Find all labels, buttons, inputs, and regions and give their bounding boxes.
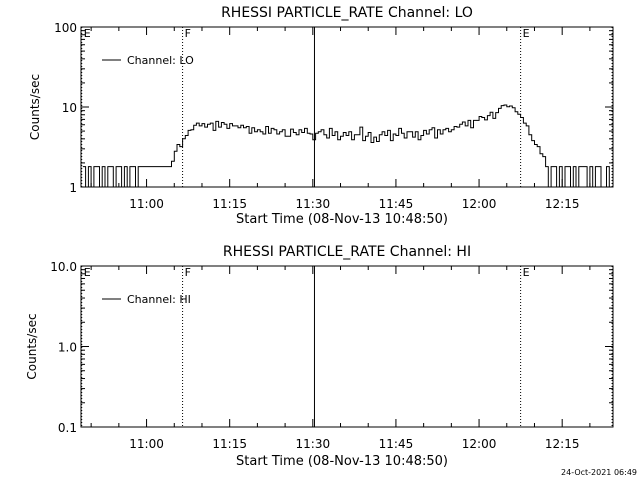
y-tick-label: 10 [62,101,77,115]
marker-label: E [84,27,91,40]
x-tick-label: 11:30 [296,197,331,211]
x-axis-label: Start Time (08-Nov-13 10:48:50) [236,454,448,469]
x-tick-label: 12:15 [545,437,580,451]
marker-label: F [185,266,191,279]
x-tick-label: 11:45 [379,197,414,211]
x-tick-label: 11:15 [212,197,247,211]
y-tick-label: 10.0 [50,260,77,274]
x-axis-label: Start Time (08-Nov-13 10:48:50) [236,212,448,227]
chart-title: RHESSI PARTICLE_RATE Channel: LO [221,5,473,21]
marker-label: E [84,266,91,279]
x-tick-label: 11:45 [379,437,414,451]
plot-frame [80,265,614,428]
x-tick-label: 11:30 [296,437,331,451]
chart-panel-lo: RHESSI PARTICLE_RATE Channel: LO Start Ti… [28,5,614,227]
marker-label: E [523,266,530,279]
x-tick-label: 11:00 [129,197,164,211]
y-axis-label: Counts/sec [28,74,42,140]
x-tick-label: 12:00 [462,437,497,451]
legend-label: Channel: LO [127,54,194,67]
plot-frame [80,26,614,188]
chart-panel-hi: RHESSI PARTICLE_RATE Channel: HI Start Ti… [25,244,614,469]
x-tick-label: 12:15 [545,197,580,211]
y-tick-label: 1.0 [58,341,77,355]
x-tick-label: 11:00 [129,437,164,451]
marker-label: E [523,27,530,40]
legend-label: Channel: HI [127,293,191,306]
timestamp-label: 24-Oct-2021 06:49 [561,468,637,477]
marker-label: F [185,27,191,40]
x-tick-label: 12:00 [462,197,497,211]
chart-title: RHESSI PARTICLE_RATE Channel: HI [223,244,471,260]
y-tick-label: 100 [54,21,77,35]
y-tick-label: 1 [69,181,77,195]
x-tick-label: 11:15 [212,437,247,451]
data-series-line [82,104,610,188]
y-axis-label: Counts/sec [25,313,39,379]
y-tick-label: 0.1 [58,421,77,435]
